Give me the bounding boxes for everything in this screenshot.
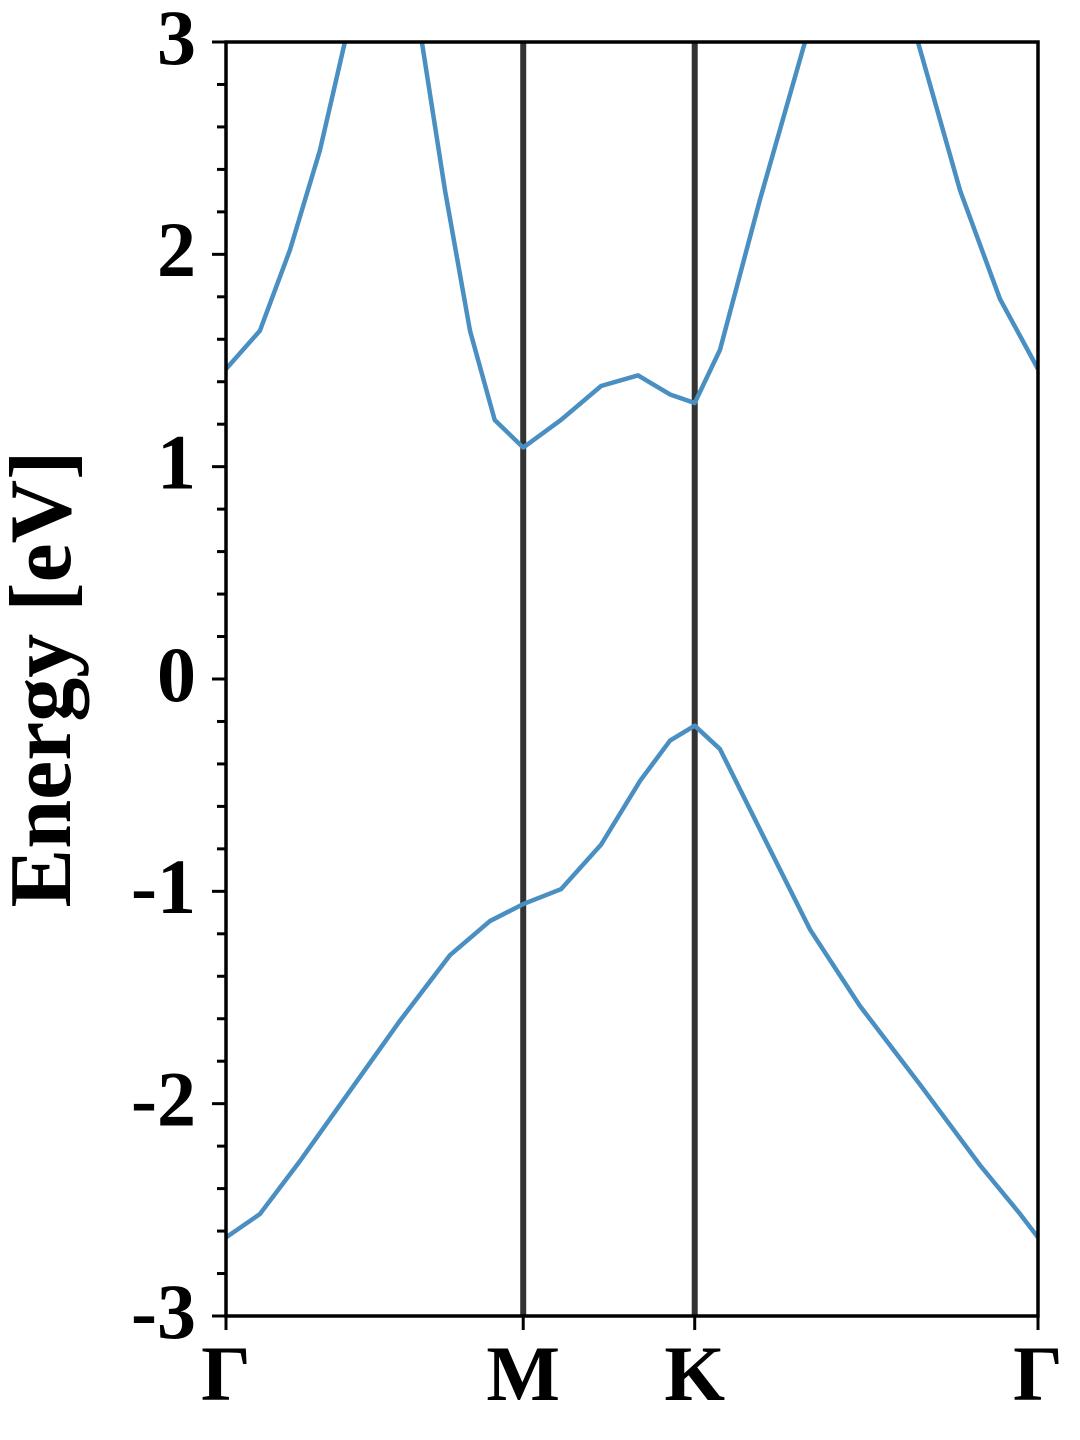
y-tick-label: -3 bbox=[131, 1268, 196, 1355]
x-tick-label: Γ bbox=[1013, 1330, 1063, 1417]
x-tick-label: M bbox=[486, 1330, 560, 1417]
plot-frame bbox=[224, 40, 1040, 1318]
band-line bbox=[226, 42, 1038, 450]
x-tick-label: K bbox=[664, 1330, 725, 1417]
y-tick-label: 3 bbox=[157, 0, 196, 81]
y-axis-label: Energy [eV] bbox=[0, 451, 90, 908]
y-tick-label: 2 bbox=[157, 206, 196, 293]
x-tick-label: Γ bbox=[201, 1330, 251, 1417]
band-line bbox=[226, 723, 1038, 1240]
y-tick-label: 1 bbox=[157, 419, 196, 506]
y-tick-label: 0 bbox=[157, 631, 196, 718]
y-tick-label: -1 bbox=[131, 843, 196, 930]
y-tick-label: -2 bbox=[131, 1056, 196, 1143]
